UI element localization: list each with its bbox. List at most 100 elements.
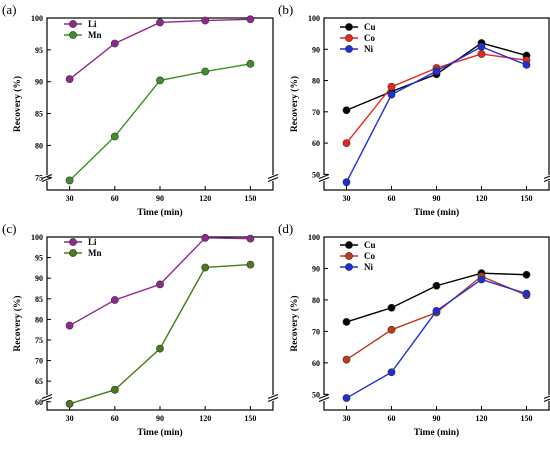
x-tick-label: 60 [111,194,119,203]
data-point-ni [432,67,441,76]
data-point-ni [522,61,531,69]
axis-break-mark [318,394,330,399]
x-tick-label: 120 [476,194,488,203]
y-tick-label: 60 [312,359,320,368]
y-tick-label: 50 [312,390,320,399]
data-point-li [156,280,164,289]
data-point-li [65,75,74,84]
y-axis-title: Recovery (%) [12,295,23,351]
data-point-mn [110,385,119,394]
data-point-ni [432,307,441,315]
data-point-mn [201,67,210,76]
y-tick-label: 75 [35,173,43,182]
data-point-co [477,50,486,58]
data-point-cu [432,281,441,290]
legend-label-li: Li [88,19,97,29]
data-point-cu [342,318,351,326]
data-point-cu [522,270,531,279]
data-point-ni [387,90,396,99]
y-tick-label: 90 [35,274,43,283]
y-tick-label: 85 [35,110,43,119]
data-point-cu [387,303,396,312]
data-point-mn [246,59,255,68]
axis-break-gap [318,175,330,181]
series-line-ni [346,278,527,399]
legend-marker [345,263,353,271]
x-tick-label: 120 [199,194,211,203]
x-tick-label: 90 [156,194,164,203]
legend-label-co: Co [364,33,375,43]
axis-break-mark [543,175,550,179]
x-tick-label: 90 [433,414,441,423]
x-tick-label: 150 [521,414,533,423]
axis-break-mark [267,174,279,179]
plot-frame [46,17,274,191]
plot-frame [46,236,274,411]
plot-frame [323,236,550,411]
legend-marker [345,252,353,260]
data-point-mn [156,76,164,85]
y-tick-label: 70 [35,357,43,366]
x-axis-title: Time (min) [137,427,182,438]
axis-break-mark [267,397,279,402]
x-axis-title: Time (min) [414,207,459,218]
data-point-ni [477,275,486,284]
axis-break-gap [267,395,279,401]
legend-label-cu: Cu [364,22,376,32]
y-tick-label: 80 [312,296,320,305]
data-point-cu [342,106,351,115]
legend-label-ni: Ni [364,262,373,272]
plot-frame [323,17,550,191]
axis-break-gap [267,175,279,181]
data-point-mn [201,263,210,272]
legend-marker [69,20,77,28]
data-point-ni [342,178,351,187]
y-tick-label: 95 [35,46,43,55]
axis-break-mark [41,394,53,399]
x-tick-label: 30 [343,414,351,423]
axis-break-gap [41,175,53,181]
panel-label: (b) [278,2,293,17]
axis-break-mark [318,177,330,182]
x-tick-label: 30 [66,414,74,423]
axis-break-mark [318,174,330,179]
y-tick-label: 75 [35,336,43,345]
y-tick-label: 65 [35,377,43,386]
data-point-co [342,139,351,147]
panel-label: (a) [2,2,16,17]
panel-label: (d) [278,221,293,236]
y-tick-label: 70 [312,108,320,117]
legend-label-li: Li [88,237,97,247]
axis-break-mark [267,394,279,399]
x-tick-label: 30 [66,194,74,203]
x-tick-label: 60 [111,414,119,423]
legend-marker [345,241,353,249]
data-point-co [387,325,396,334]
y-tick-label: 90 [312,264,320,273]
y-tick-label: 70 [312,327,320,336]
x-tick-label: 30 [343,194,351,203]
axis-break-mark [318,397,330,402]
data-point-co [342,355,351,364]
legend-label-cu: Cu [364,240,376,250]
axis-break-mark [267,177,279,182]
axis-break-mark [41,177,53,182]
y-axis-title: Recovery (%) [12,76,23,132]
legend-marker [345,45,353,53]
data-point-li [201,16,210,25]
data-point-li [110,39,119,48]
x-tick-label: 120 [199,414,211,423]
legend-marker [69,31,77,39]
data-point-ni [477,42,486,51]
x-tick-label: 90 [433,194,441,203]
data-point-li [110,296,119,304]
legend-label-ni: Ni [364,44,373,54]
y-tick-label: 100 [31,233,43,242]
chart-panel-4: 30 60 90 120 150 50 60 70 80 90 100 Time (min) Recov… [278,221,550,438]
panel-label: (c) [2,221,16,236]
y-tick-label: 90 [312,45,320,54]
y-tick-label: 100 [308,233,320,242]
x-tick-label: 90 [156,414,164,423]
x-tick-label: 150 [244,194,256,203]
axis-break-mark [543,178,550,182]
